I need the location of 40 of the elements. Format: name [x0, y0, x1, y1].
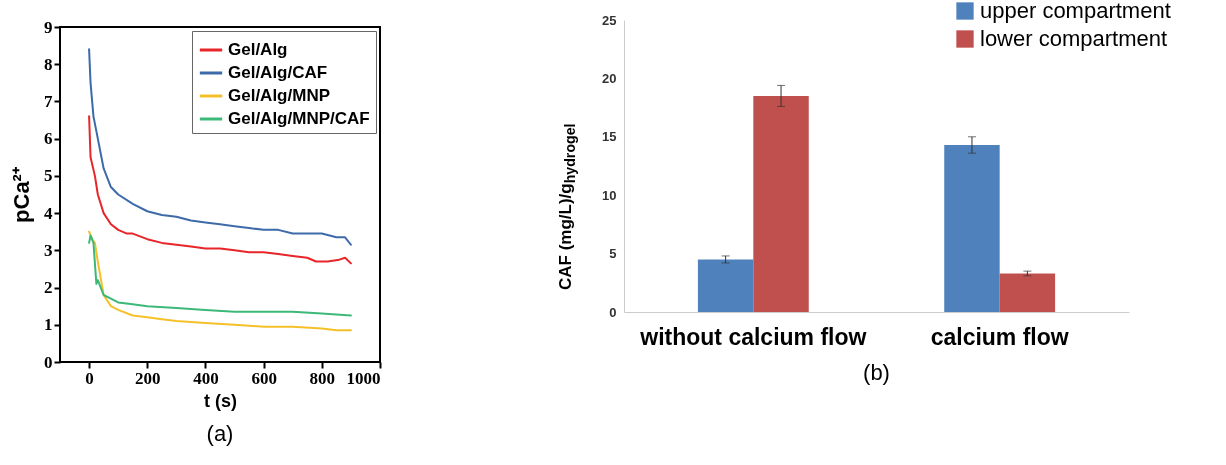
y-tick-label: 20: [602, 70, 617, 86]
legend-label: Gel/Alg/MNP/CAF: [228, 109, 370, 128]
line-series: [88, 230, 352, 332]
legend-label: Gel/Alg: [228, 40, 288, 59]
legend-label: upper compartment: [980, 0, 1171, 23]
y-tick-label: 0: [609, 304, 617, 320]
y-tick-label: 9: [44, 17, 53, 37]
x-tick-label: 400: [193, 368, 219, 388]
x-tick-label: 0: [85, 368, 94, 388]
y-tick-label: 25: [602, 12, 617, 28]
x-tick-label: calcium flow: [930, 323, 1069, 350]
y-tick-label: 1: [44, 315, 53, 335]
y-tick-label: 8: [44, 54, 53, 74]
y-tick-label: 2: [44, 278, 53, 298]
y-tick-label: 15: [602, 129, 617, 145]
text: (a): [206, 421, 234, 446]
x-tick-label: 600: [251, 368, 277, 388]
y-tick-label: 5: [609, 246, 617, 262]
y-tick-label: 6: [44, 129, 53, 149]
y-tick-label: 10: [602, 187, 617, 203]
legend-label: Gel/Alg/CAF: [228, 63, 328, 82]
bar: [753, 95, 809, 312]
legend-label: Gel/Alg/MNP: [228, 86, 331, 105]
x-tick-label: 200: [135, 368, 161, 388]
bar: [944, 144, 1000, 312]
x-tick-label: 1000: [346, 368, 381, 388]
y-axis-title: pCa²⁺: [9, 166, 34, 223]
y-tick-label: 0: [44, 352, 53, 372]
legend-label: lower compartment: [980, 26, 1168, 51]
x-axis-title: t (s): [204, 390, 237, 411]
y-tick-label: 4: [44, 203, 53, 223]
bar: [999, 273, 1056, 312]
x-tick-label: without calcium flow: [639, 323, 867, 350]
y-tick-label: 5: [44, 166, 53, 186]
x-tick-label: 800: [309, 368, 336, 388]
text: (b): [863, 360, 890, 385]
y-tick-label: 7: [44, 91, 53, 111]
line-series: [88, 234, 352, 317]
y-tick-label: 3: [44, 240, 53, 260]
bar: [697, 259, 754, 312]
